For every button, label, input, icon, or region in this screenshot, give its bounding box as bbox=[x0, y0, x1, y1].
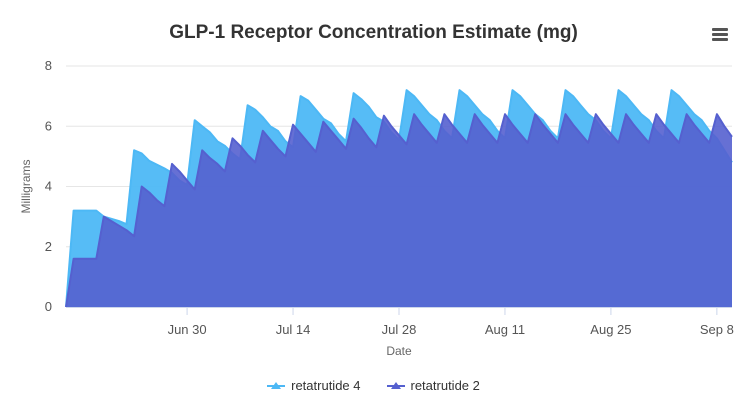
legend-label: retatrutide 2 bbox=[410, 378, 480, 393]
x-axis-title: Date bbox=[386, 344, 412, 358]
x-tick-label: Jul 28 bbox=[382, 322, 417, 337]
x-tick-label: Jun 30 bbox=[168, 322, 207, 337]
hamburger-menu-icon bbox=[712, 33, 728, 36]
series-line-retatrutide-2 bbox=[65, 113, 733, 308]
chart-menu-button[interactable] bbox=[708, 26, 732, 46]
hamburger-menu-icon bbox=[712, 28, 728, 31]
y-axis-title: Milligrams bbox=[19, 160, 33, 214]
y-tick-label: 8 bbox=[45, 58, 52, 73]
series-area-retatrutide-2[interactable] bbox=[66, 114, 732, 307]
legend-label: retatrutide 4 bbox=[291, 378, 361, 393]
x-tick-label: Aug 11 bbox=[485, 322, 525, 337]
y-tick-label: 4 bbox=[45, 179, 52, 194]
legend: retatrutide 4 retatrutide 2 bbox=[0, 378, 747, 393]
chart-plot: 0 2 4 6 8 Jun 30 Jul 14 Jul 28 Aug 11 Aug 25 Sep … bbox=[19, 58, 734, 358]
series-line-retatrutide-4 bbox=[65, 89, 733, 308]
y-tick-label: 2 bbox=[45, 239, 52, 254]
y-tick-label: 0 bbox=[45, 299, 52, 314]
x-tick-label: Jul 14 bbox=[276, 322, 311, 337]
chart-title: GLP-1 Receptor Concentration Estimate (m… bbox=[169, 22, 578, 43]
axes: Jun 30 Jul 14 Jul 28 Aug 11 Aug 25 Sep 8 bbox=[66, 307, 734, 337]
legend-swatch-icon bbox=[267, 381, 286, 389]
x-tick-label: Sep 8 bbox=[700, 322, 734, 337]
legend-swatch-icon bbox=[386, 381, 405, 389]
hamburger-menu-icon bbox=[712, 38, 728, 41]
legend-item-retatrutide-4[interactable]: retatrutide 4 bbox=[267, 378, 361, 393]
y-tick-label: 6 bbox=[45, 118, 52, 133]
series-layer bbox=[65, 89, 733, 308]
x-tick-label: Aug 25 bbox=[590, 322, 631, 337]
legend-item-retatrutide-2[interactable]: retatrutide 2 bbox=[386, 378, 480, 393]
